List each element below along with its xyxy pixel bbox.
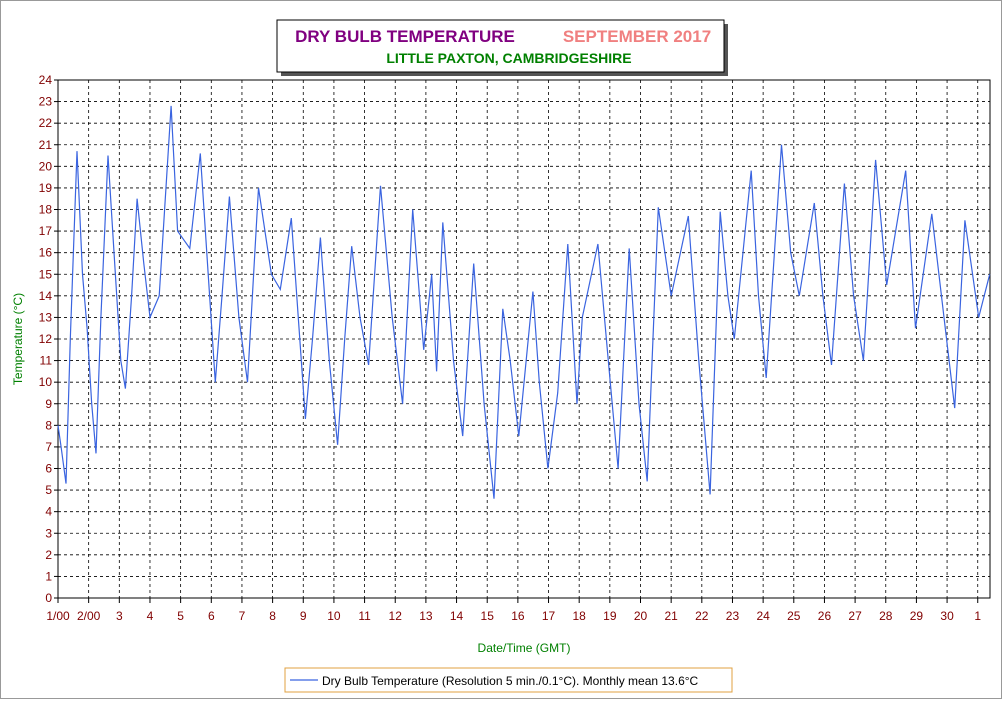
x-tick-label: 4 bbox=[147, 609, 154, 623]
y-tick-label: 21 bbox=[39, 138, 53, 152]
x-tick-label: 17 bbox=[542, 609, 556, 623]
x-tick-label: 11 bbox=[358, 609, 371, 623]
x-tick-label: 3 bbox=[116, 609, 123, 623]
x-tick-label: 10 bbox=[327, 609, 341, 623]
y-tick-label: 7 bbox=[45, 440, 52, 454]
y-tick-label: 1 bbox=[45, 569, 52, 583]
plot-border bbox=[57, 79, 991, 599]
y-tick-label: 4 bbox=[45, 505, 52, 519]
x-tick-label: 5 bbox=[177, 609, 184, 623]
y-tick-label: 5 bbox=[45, 483, 52, 497]
x-tick-label: 28 bbox=[879, 609, 893, 623]
x-tick-label: 2/00 bbox=[77, 609, 101, 623]
x-tick-label: 30 bbox=[940, 609, 954, 623]
x-tick-label: 13 bbox=[419, 609, 433, 623]
x-tick-label: 15 bbox=[481, 609, 495, 623]
y-tick-label: 15 bbox=[39, 267, 53, 281]
x-tick-label: 25 bbox=[787, 609, 801, 623]
x-tick-label: 22 bbox=[695, 609, 709, 623]
y-tick-label: 22 bbox=[39, 116, 53, 130]
x-tick-label: 12 bbox=[389, 609, 403, 623]
x-tick-label: 26 bbox=[818, 609, 832, 623]
y-tick-label: 0 bbox=[45, 591, 52, 605]
x-tick-label: 6 bbox=[208, 609, 215, 623]
x-tick-label: 24 bbox=[756, 609, 770, 623]
y-tick-label: 6 bbox=[45, 462, 52, 476]
x-tick-label: 7 bbox=[239, 609, 246, 623]
y-tick-label: 3 bbox=[45, 526, 52, 540]
y-tick-label: 14 bbox=[39, 289, 53, 303]
x-tick-label: 21 bbox=[664, 609, 678, 623]
x-tick-label: 1/00 bbox=[46, 609, 70, 623]
title-box bbox=[276, 19, 725, 73]
y-tick-label: 8 bbox=[45, 418, 52, 432]
data-line bbox=[57, 105, 991, 499]
x-tick-label: 8 bbox=[269, 609, 276, 623]
x-tick-label: 27 bbox=[848, 609, 862, 623]
y-axis-label: Temperature (°C) bbox=[11, 293, 25, 385]
y-tick-label: 24 bbox=[39, 73, 53, 87]
x-tick-label: 9 bbox=[300, 609, 307, 623]
y-tick-label: 17 bbox=[39, 224, 53, 238]
y-tick-label: 16 bbox=[39, 246, 53, 260]
chart-title: DRY BULB TEMPERATURE bbox=[295, 27, 515, 46]
legend-box bbox=[284, 667, 733, 693]
x-tick-label: 14 bbox=[450, 609, 464, 623]
legend-label: Dry Bulb Temperature (Resolution 5 min./… bbox=[322, 674, 699, 688]
chart-period: SEPTEMBER 2017 bbox=[563, 27, 711, 46]
y-tick-label: 10 bbox=[39, 375, 53, 389]
y-tick-label: 2 bbox=[45, 548, 52, 562]
x-tick-label: 20 bbox=[634, 609, 648, 623]
x-tick-label: 16 bbox=[511, 609, 525, 623]
y-tick-label: 11 bbox=[40, 354, 53, 368]
x-axis-label: Date/Time (GMT) bbox=[478, 641, 571, 655]
x-tick-label: 1 bbox=[974, 609, 981, 623]
y-tick-label: 9 bbox=[45, 397, 52, 411]
y-tick-label: 18 bbox=[39, 203, 53, 217]
y-tick-label: 19 bbox=[39, 181, 53, 195]
y-tick-label: 23 bbox=[39, 95, 53, 109]
x-tick-label: 29 bbox=[910, 609, 924, 623]
y-tick-label: 13 bbox=[39, 310, 53, 324]
y-tick-label: 12 bbox=[39, 332, 53, 346]
chart-subtitle: LITTLE PAXTON, CAMBRIDGESHIRE bbox=[386, 50, 631, 66]
x-tick-label: 19 bbox=[603, 609, 617, 623]
y-tick-label: 20 bbox=[39, 159, 53, 173]
x-tick-label: 18 bbox=[573, 609, 587, 623]
x-tick-label: 23 bbox=[726, 609, 740, 623]
